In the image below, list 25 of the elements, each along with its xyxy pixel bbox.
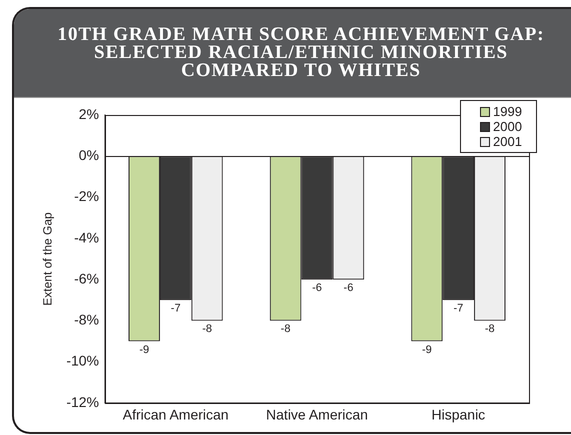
data-label: -8 bbox=[202, 323, 212, 336]
x-tick-label: African American bbox=[122, 406, 229, 422]
data-label: -8 bbox=[484, 323, 495, 336]
chart-title: 10TH GRADE MATH SCORE ACHIEVEMENT GAP: SELECTED RACIAL/ETHNIC MINORITIES COMPARED TO WHITES bbox=[56, 24, 546, 81]
legend-label: 2000 bbox=[493, 119, 522, 134]
y-axis-title: Extent of the Gap bbox=[40, 212, 55, 306]
y-tick-label: 0% bbox=[78, 147, 99, 163]
y-tick-label: -8% bbox=[74, 312, 99, 328]
legend-label: 2001 bbox=[493, 134, 522, 149]
legend-label: 1999 bbox=[493, 104, 522, 119]
y-tick-label: -6% bbox=[74, 270, 99, 286]
data-label: -9 bbox=[422, 344, 432, 356]
data-label: -8 bbox=[280, 323, 290, 336]
x-tick-label: Native American bbox=[266, 406, 368, 422]
y-tick-label: -10% bbox=[66, 352, 99, 369]
data-label: -7 bbox=[453, 302, 464, 315]
data-label: -6 bbox=[344, 282, 354, 294]
data-label: -6 bbox=[312, 282, 322, 294]
data-label: -7 bbox=[170, 302, 181, 315]
y-tick-label: -12% bbox=[66, 394, 99, 410]
data-label: -9 bbox=[139, 344, 150, 356]
y-tick-label: -4% bbox=[74, 229, 99, 246]
x-tick-label: Hispanic bbox=[431, 406, 486, 422]
y-tick-label: -2% bbox=[74, 188, 99, 204]
y-tick-label: 2% bbox=[78, 106, 99, 122]
